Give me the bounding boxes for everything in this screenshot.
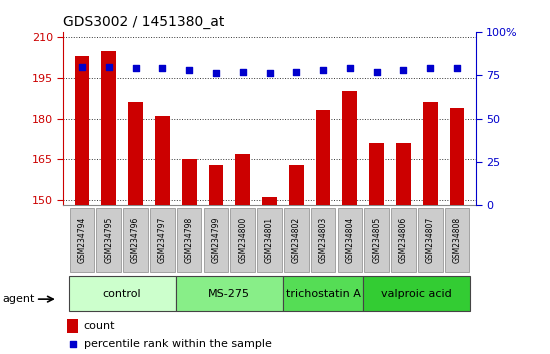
Text: GSM234799: GSM234799 (211, 217, 221, 263)
FancyBboxPatch shape (70, 208, 94, 272)
Point (131, 65, 140, 71)
Text: percentile rank within the sample: percentile rank within the sample (84, 339, 272, 349)
FancyBboxPatch shape (445, 208, 469, 272)
FancyBboxPatch shape (204, 208, 228, 272)
Text: GSM234794: GSM234794 (78, 217, 86, 263)
Point (238, 69, 247, 75)
FancyBboxPatch shape (257, 208, 282, 272)
Text: GSM234803: GSM234803 (318, 217, 328, 263)
Text: GSM234801: GSM234801 (265, 217, 274, 263)
Point (399, 67, 408, 73)
FancyBboxPatch shape (150, 208, 175, 272)
Bar (369, 143, 384, 205)
Text: GSM234796: GSM234796 (131, 217, 140, 263)
Point (372, 69, 381, 75)
FancyBboxPatch shape (311, 208, 335, 272)
FancyBboxPatch shape (123, 208, 148, 272)
Text: control: control (103, 289, 141, 299)
Text: GSM234806: GSM234806 (399, 217, 408, 263)
Point (185, 67, 194, 73)
Text: count: count (84, 321, 116, 331)
FancyBboxPatch shape (363, 276, 470, 312)
Text: valproic acid: valproic acid (382, 289, 452, 299)
Bar (67, 319, 78, 333)
Text: GSM234800: GSM234800 (238, 217, 247, 263)
FancyBboxPatch shape (338, 208, 362, 272)
FancyBboxPatch shape (230, 208, 255, 272)
FancyBboxPatch shape (418, 208, 443, 272)
Bar (396, 143, 411, 205)
Bar (343, 91, 357, 205)
Text: GSM234807: GSM234807 (426, 217, 434, 263)
Bar (262, 197, 277, 205)
Bar (101, 51, 116, 205)
Text: trichostatin A: trichostatin A (285, 289, 360, 299)
Text: GDS3002 / 1451380_at: GDS3002 / 1451380_at (63, 16, 224, 29)
Text: GSM234798: GSM234798 (185, 217, 194, 263)
Text: GSM234808: GSM234808 (453, 217, 461, 263)
Point (158, 65, 167, 71)
FancyBboxPatch shape (364, 208, 389, 272)
Bar (235, 154, 250, 205)
Bar (75, 56, 89, 205)
FancyBboxPatch shape (391, 208, 416, 272)
Bar (128, 102, 143, 205)
Point (426, 65, 434, 71)
Point (453, 65, 461, 71)
Text: GSM234795: GSM234795 (104, 217, 113, 263)
Text: GSM234797: GSM234797 (158, 217, 167, 263)
Text: GSM234804: GSM234804 (345, 217, 354, 263)
Bar (316, 110, 331, 205)
Text: agent: agent (3, 294, 35, 304)
FancyBboxPatch shape (96, 208, 121, 272)
Point (351, 243, 360, 249)
Bar (155, 116, 170, 205)
FancyBboxPatch shape (69, 276, 176, 312)
Text: MS-275: MS-275 (208, 289, 250, 299)
Point (212, 71, 221, 76)
Point (345, 65, 354, 71)
Bar (289, 165, 304, 205)
FancyBboxPatch shape (284, 208, 309, 272)
Bar (182, 159, 196, 205)
Point (318, 67, 327, 73)
Point (104, 64, 113, 69)
FancyBboxPatch shape (176, 276, 283, 312)
Bar (450, 108, 464, 205)
Bar (423, 102, 438, 205)
Point (265, 71, 274, 76)
Point (292, 69, 301, 75)
Point (78, 64, 86, 69)
Bar (208, 165, 223, 205)
FancyBboxPatch shape (283, 276, 363, 312)
FancyBboxPatch shape (177, 208, 201, 272)
Text: GSM234805: GSM234805 (372, 217, 381, 263)
Text: GSM234802: GSM234802 (292, 217, 301, 263)
